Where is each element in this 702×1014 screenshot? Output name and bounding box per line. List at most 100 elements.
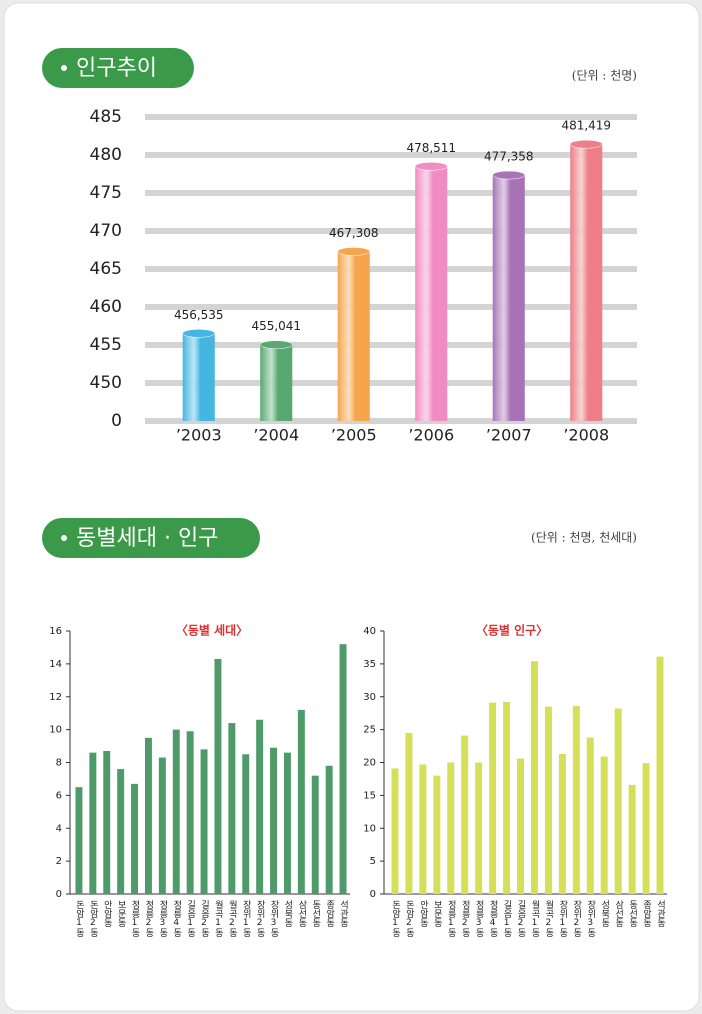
bar-shade xyxy=(415,166,448,421)
bar xyxy=(182,333,215,421)
bar xyxy=(200,749,208,894)
x-tick-label: 장위1동 xyxy=(241,900,251,937)
bar xyxy=(492,175,525,421)
y-tick-label: 5 xyxy=(370,856,376,867)
bar-top xyxy=(337,247,370,256)
x-tick-label: 돈암2동 xyxy=(88,900,98,937)
bar xyxy=(489,702,497,894)
bar xyxy=(144,737,152,894)
x-tick-label: ’2007 xyxy=(486,426,532,445)
x-tick-label: 안암동 xyxy=(418,900,428,927)
bar xyxy=(517,758,525,894)
bar xyxy=(339,644,347,894)
section-title: 인구추이 xyxy=(76,56,157,81)
x-tick-label: 보문동 xyxy=(432,900,442,927)
y-tick-label: 0 xyxy=(56,889,62,900)
x-tick-label: 월곡1동 xyxy=(529,899,539,937)
bar xyxy=(214,658,222,894)
x-tick-label: 동선동 xyxy=(627,900,637,927)
x-tick-label: 정릉1동 xyxy=(130,900,140,937)
x-tick-label: 정릉2동 xyxy=(143,900,153,937)
bar xyxy=(475,762,483,894)
x-tick-label: 길음1동 xyxy=(185,900,195,937)
y-tick-label: 35 xyxy=(363,659,376,670)
x-tick-label: 정릉3동 xyxy=(474,900,484,937)
bar xyxy=(89,752,97,894)
bar xyxy=(503,702,511,894)
x-tick-label: 길음2동 xyxy=(199,900,209,937)
bar xyxy=(158,757,166,894)
y-tick-label: 10 xyxy=(49,725,62,736)
y-tick-label: 16 xyxy=(49,626,62,637)
bar xyxy=(530,661,538,894)
bar xyxy=(297,709,305,894)
bar xyxy=(228,723,236,894)
bar-shade xyxy=(182,333,215,421)
y-tick-label: 14 xyxy=(49,659,62,670)
bar xyxy=(461,735,469,894)
bar xyxy=(656,656,664,894)
x-tick-label: 돈암1동 xyxy=(74,900,84,937)
bar xyxy=(415,166,448,421)
bar xyxy=(256,719,264,894)
x-tick-label: 장위2동 xyxy=(571,900,581,937)
bar xyxy=(186,731,194,894)
y-tick-label: 485 xyxy=(90,107,122,127)
bullet xyxy=(61,65,67,71)
x-tick-label: 길음2동 xyxy=(516,900,526,937)
bar xyxy=(570,144,603,421)
bar xyxy=(642,763,650,894)
bar-shade xyxy=(492,175,525,421)
bar xyxy=(405,732,413,894)
x-tick-label: 월곡1동 xyxy=(213,899,223,937)
y-tick-label: 12 xyxy=(49,692,62,703)
x-tick-label: 장위3동 xyxy=(585,900,595,937)
y-tick-label: 40 xyxy=(363,626,376,637)
bullet xyxy=(61,535,67,541)
x-tick-label: 돈암2동 xyxy=(404,900,414,937)
y-tick-label: 4 xyxy=(56,823,62,834)
bar xyxy=(391,768,399,894)
x-tick-label: 동선동 xyxy=(310,900,320,927)
value-label: 456,535 xyxy=(174,308,224,322)
bar-shade xyxy=(260,344,293,421)
x-tick-label: 삼선동 xyxy=(296,900,306,927)
y-tick-label: 0 xyxy=(370,889,376,900)
y-tick-label: 8 xyxy=(56,758,62,769)
x-tick-label: ’2005 xyxy=(331,426,377,445)
x-tick-label: 종암동 xyxy=(641,900,651,927)
bar xyxy=(242,754,250,894)
y-tick-label: 460 xyxy=(90,297,122,317)
bar xyxy=(337,251,370,421)
bar xyxy=(600,756,608,894)
unit-note: (단위 : 천명) xyxy=(572,68,637,83)
x-tick-label: 월곡2동 xyxy=(543,899,553,937)
x-tick-label: 장위1동 xyxy=(557,900,567,937)
value-label: 467,308 xyxy=(329,226,379,240)
y-tick-label: 455 xyxy=(90,335,122,355)
section-title: 동별세대 · 인구 xyxy=(76,526,218,551)
y-tick-label: 480 xyxy=(90,145,122,165)
y-tick-label: 470 xyxy=(90,221,122,241)
x-tick-label: 정릉1동 xyxy=(446,900,456,937)
x-tick-label: ’2008 xyxy=(563,426,609,445)
y-tick-label: 475 xyxy=(90,183,122,203)
bar xyxy=(558,753,566,894)
bar xyxy=(270,747,278,894)
x-tick-label: 안암동 xyxy=(102,900,112,927)
x-tick-label: 길음1동 xyxy=(502,900,512,937)
y-tick-label: 465 xyxy=(90,259,122,279)
unit-note: (단위 : 천명, 천세대) xyxy=(531,530,637,545)
y-tick-label: 450 xyxy=(90,373,122,393)
bar-shade xyxy=(570,144,603,421)
x-tick-label: 성북동 xyxy=(282,900,292,927)
bar xyxy=(117,769,125,894)
section-pill xyxy=(42,518,260,558)
x-tick-label: 장위3동 xyxy=(269,900,279,937)
value-label: 478,511 xyxy=(406,141,456,155)
x-tick-label: 돈암1동 xyxy=(390,900,400,937)
y-tick-label: 0 xyxy=(111,411,122,431)
chart-title: 〈동별 인구〉 xyxy=(476,623,548,638)
y-tick-label: 30 xyxy=(363,692,376,703)
y-tick-label: 20 xyxy=(363,758,376,769)
